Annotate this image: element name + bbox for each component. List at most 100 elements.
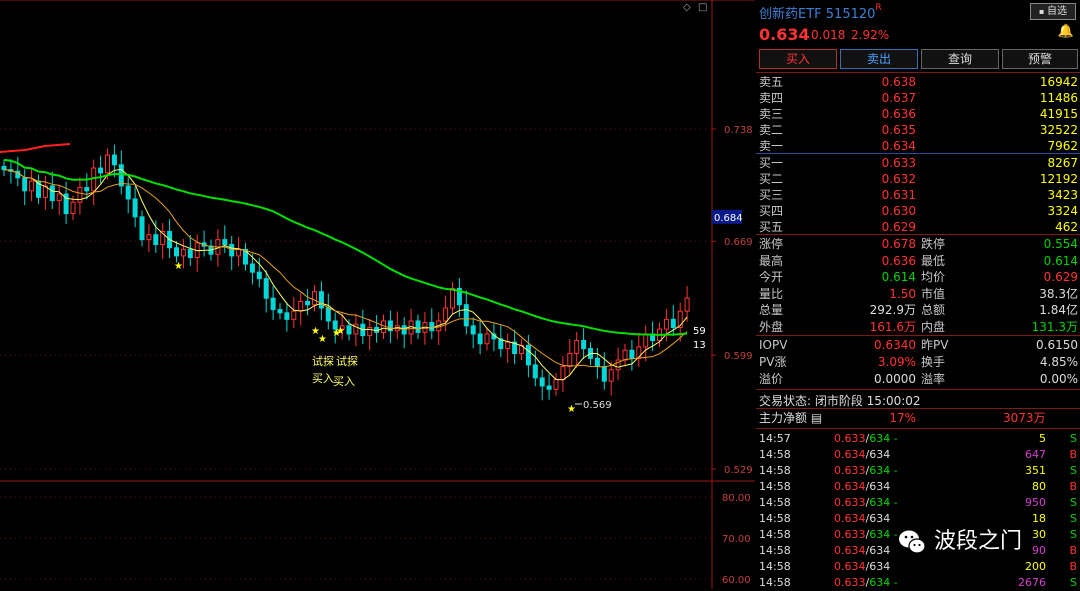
- candle-body: [70, 201, 76, 215]
- tick-row: 14:57 0.633/634 - 5 S: [756, 431, 1080, 447]
- level-volume: 3423: [1047, 188, 1078, 202]
- candle-body: [553, 379, 559, 390]
- level-price: 0.636: [881, 107, 916, 121]
- level-label: 买一: [759, 156, 784, 170]
- watermark: 波段之门: [896, 523, 1076, 561]
- tick-row: 14:58 0.634/634 647 B: [756, 447, 1080, 463]
- iopv-row: IOPV 0.6340 昨PV 0.6150: [756, 337, 1080, 353]
- stat-label: 今开: [759, 270, 784, 284]
- tick-flag: B: [1069, 448, 1077, 461]
- ma-end-label: 13: [693, 340, 706, 351]
- tick-row: 14:58 0.634/634 200 B: [756, 559, 1080, 575]
- level-label: 买四: [759, 204, 784, 218]
- signal-star-icon: ★: [567, 404, 576, 415]
- current-price-label: 0.684: [714, 213, 743, 224]
- signal-label: 试探: [312, 355, 334, 368]
- candle-body: [139, 216, 145, 241]
- candle-body: [270, 297, 276, 311]
- stat-value: 0.0000: [874, 372, 916, 386]
- tick-flag: S: [1070, 512, 1077, 525]
- bell-icon[interactable]: 🔔: [1057, 24, 1074, 39]
- tick-row: 14:58 0.633/634 - 950 S: [756, 495, 1080, 511]
- candle-body: [263, 278, 269, 299]
- tick-price: 0.634/634: [834, 560, 891, 573]
- stat-row: 外盘 161.6万 内盘 131.3万: [756, 319, 1080, 335]
- stat-label: 昨PV: [921, 338, 949, 352]
- sell-button[interactable]: 卖出: [840, 49, 918, 69]
- candle-body: [277, 309, 283, 314]
- stat-value: 161.6万: [869, 319, 916, 334]
- stat-value: 0.614: [881, 270, 916, 284]
- candle-body: [594, 357, 600, 368]
- stat-value: 0.636: [881, 253, 916, 268]
- stat-value: 1.84亿: [1039, 303, 1078, 317]
- ma-5-line: [3, 168, 688, 381]
- level-label: 卖二: [759, 123, 784, 137]
- stat-value: 0.554: [1043, 237, 1078, 251]
- candle-body: [574, 339, 580, 354]
- candle-body: [539, 377, 545, 387]
- tick-flag: S: [1070, 464, 1077, 477]
- stat-label: 总量: [759, 303, 784, 317]
- stat-value: 4.85%: [1039, 355, 1078, 369]
- current-price-box: [712, 209, 742, 224]
- candlestick-chart[interactable]: ◇ □ 0.738 0.669 0.599 0.529 80.00 70.00 60.00 0.…: [0, 0, 755, 589]
- signal-star-icon: ★: [311, 326, 320, 337]
- candle-body: [525, 344, 531, 366]
- stat-label: 最高: [759, 253, 784, 268]
- candle-body: [1, 165, 7, 171]
- alert-button[interactable]: 预警: [1002, 49, 1078, 69]
- candle-body: [132, 198, 138, 218]
- candle-body: [56, 193, 62, 202]
- tick-row: 14:58 0.633/634 - 351 S: [756, 463, 1080, 479]
- stat-value: 3.09%: [877, 355, 916, 369]
- low-price-mark: 0.569: [583, 400, 612, 411]
- buy-button[interactable]: 买入: [759, 49, 837, 69]
- iopv-row: PV涨 3.09% 换手 4.85%: [756, 354, 1080, 370]
- ask-row: 卖一 0.634 7962: [756, 138, 1080, 154]
- security-title[interactable]: 创新药ETF 515120R: [759, 3, 882, 22]
- add-watchlist-button[interactable]: 自选: [1030, 3, 1076, 20]
- level-label: 卖一: [759, 139, 784, 153]
- level-label: 卖四: [759, 91, 784, 105]
- tick-row: 14:58 0.633/634 - 30 S: [756, 527, 1080, 543]
- candle-body: [498, 338, 504, 350]
- candle-body: [284, 312, 290, 320]
- bid-row: 买五 0.629 462: [756, 219, 1080, 235]
- stat-label: 总额: [921, 303, 946, 317]
- ask-row: 卖五 0.638 16942: [756, 74, 1080, 90]
- candle-body: [77, 187, 83, 203]
- candle-body: [463, 304, 469, 327]
- wechat-icon: [899, 530, 926, 554]
- query-button[interactable]: 查询: [921, 49, 999, 69]
- stat-label: 跌停: [921, 237, 946, 251]
- tick-qty: 647: [1025, 448, 1046, 461]
- tick-time: 14:58: [759, 480, 791, 493]
- candle-body: [305, 300, 311, 306]
- stat-label: 溢价: [759, 372, 784, 386]
- tick-flag: S: [1070, 528, 1077, 541]
- level-volume: 16942: [1039, 75, 1078, 89]
- stat-label: 均价: [921, 270, 946, 284]
- candle-body: [484, 333, 490, 345]
- signal-star-icon: ★: [336, 326, 345, 337]
- ask-row: 卖四 0.637 11486: [756, 90, 1080, 106]
- stat-value: 0.629: [1043, 270, 1078, 284]
- ma-short-history-line: [0, 143, 71, 153]
- stat-value: 292.9万: [869, 303, 916, 317]
- candle-body: [146, 234, 152, 241]
- tick-flag: B: [1069, 560, 1077, 573]
- diamond-icon[interactable]: ◇: [683, 2, 691, 13]
- window-icon[interactable]: □: [698, 2, 707, 13]
- candle-body: [125, 185, 131, 200]
- candle-body: [180, 248, 186, 257]
- level-price: 0.638: [881, 75, 916, 89]
- stat-label: 内盘: [921, 319, 946, 334]
- tick-qty: 950: [1025, 496, 1046, 509]
- tick-qty: 5: [1039, 432, 1046, 445]
- main-flow-pct: 17%: [889, 411, 916, 425]
- candle-body: [684, 297, 690, 312]
- candle-body: [443, 307, 449, 322]
- stat-label: 涨停: [759, 237, 784, 251]
- stat-value: 0.6150: [1036, 338, 1078, 352]
